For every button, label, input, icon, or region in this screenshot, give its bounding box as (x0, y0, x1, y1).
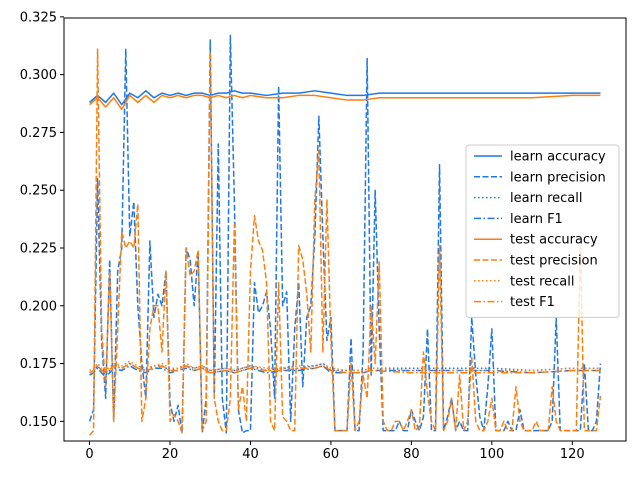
x-tick: 0 (85, 441, 94, 462)
plot-frame (63, 17, 627, 442)
y-tick-label: 0.225 (20, 241, 57, 256)
x-tick-label: 40 (242, 447, 259, 462)
x-tick: 20 (162, 441, 179, 462)
legend-entry: learn F1 (474, 212, 563, 227)
legend-entry: test precision (474, 254, 598, 269)
x-tick: 120 (560, 441, 585, 462)
legend-label: test accuracy (510, 233, 598, 248)
series-line-learn-accuracy (89, 90, 601, 106)
legend-entry: learn recall (474, 191, 582, 206)
y-tick-label: 0.150 (20, 415, 57, 430)
legend-entry: learn precision (474, 170, 606, 185)
x-tick: 100 (479, 441, 504, 462)
legend-label: learn recall (510, 191, 582, 206)
series-line-test-accuracy (89, 94, 601, 111)
y-tick: 0.325 (20, 10, 64, 25)
x-tick-label: 0 (85, 447, 93, 462)
y-tick: 0.225 (20, 241, 64, 256)
series-line-test-recall (89, 360, 601, 372)
series-line-learn-recall (89, 362, 601, 376)
y-tick: 0.250 (20, 184, 64, 199)
series-lines (88, 34, 602, 436)
x-tick-label: 100 (479, 447, 504, 462)
x-tick: 40 (242, 441, 259, 462)
legend-label: test recall (510, 274, 575, 289)
legend-label: learn F1 (510, 212, 563, 227)
x-tick-label: 20 (162, 447, 179, 462)
y-tick: 0.200 (20, 299, 64, 314)
legend-label: test F1 (510, 295, 555, 310)
y-tick-label: 0.275 (20, 126, 57, 141)
legend-label: test precision (510, 254, 598, 269)
y-tick-label: 0.300 (20, 68, 57, 83)
y-tick-label: 0.175 (20, 357, 57, 372)
y-tick: 0.150 (20, 415, 64, 430)
series-line-learn-f1 (89, 365, 601, 379)
x-tick: 60 (323, 441, 340, 462)
y-tick: 0.175 (20, 357, 64, 372)
y-tick-label: 0.200 (20, 299, 57, 314)
y-tick-label: 0.250 (20, 184, 57, 199)
legend-entry: test recall (474, 274, 575, 289)
legend-entry: test accuracy (474, 233, 598, 248)
legend-label: learn precision (510, 170, 606, 185)
legend-box (465, 144, 620, 318)
x-tick: 80 (403, 441, 420, 462)
y-tick: 0.275 (20, 126, 64, 141)
legend-label: learn accuracy (510, 150, 606, 165)
y-axis-ticks: 0.150 0.175 0.200 0.225 0.250 0.275 0.300 0.325 (20, 10, 64, 430)
legend-entry: learn accuracy (474, 150, 606, 165)
x-tick-label: 60 (323, 447, 340, 462)
x-tick-label: 80 (403, 447, 420, 462)
y-tick: 0.300 (20, 68, 64, 83)
y-tick-label: 0.325 (20, 10, 57, 25)
series-line-test-precision (88, 48, 602, 436)
x-tick-label: 120 (560, 447, 585, 462)
x-axis-ticks: 0 20 40 60 80 100 120 (85, 441, 585, 462)
legend: learn accuracy learn precision learn recal… (465, 144, 620, 318)
series-line-test-f1 (89, 362, 601, 374)
legend-entry: test F1 (474, 295, 555, 310)
